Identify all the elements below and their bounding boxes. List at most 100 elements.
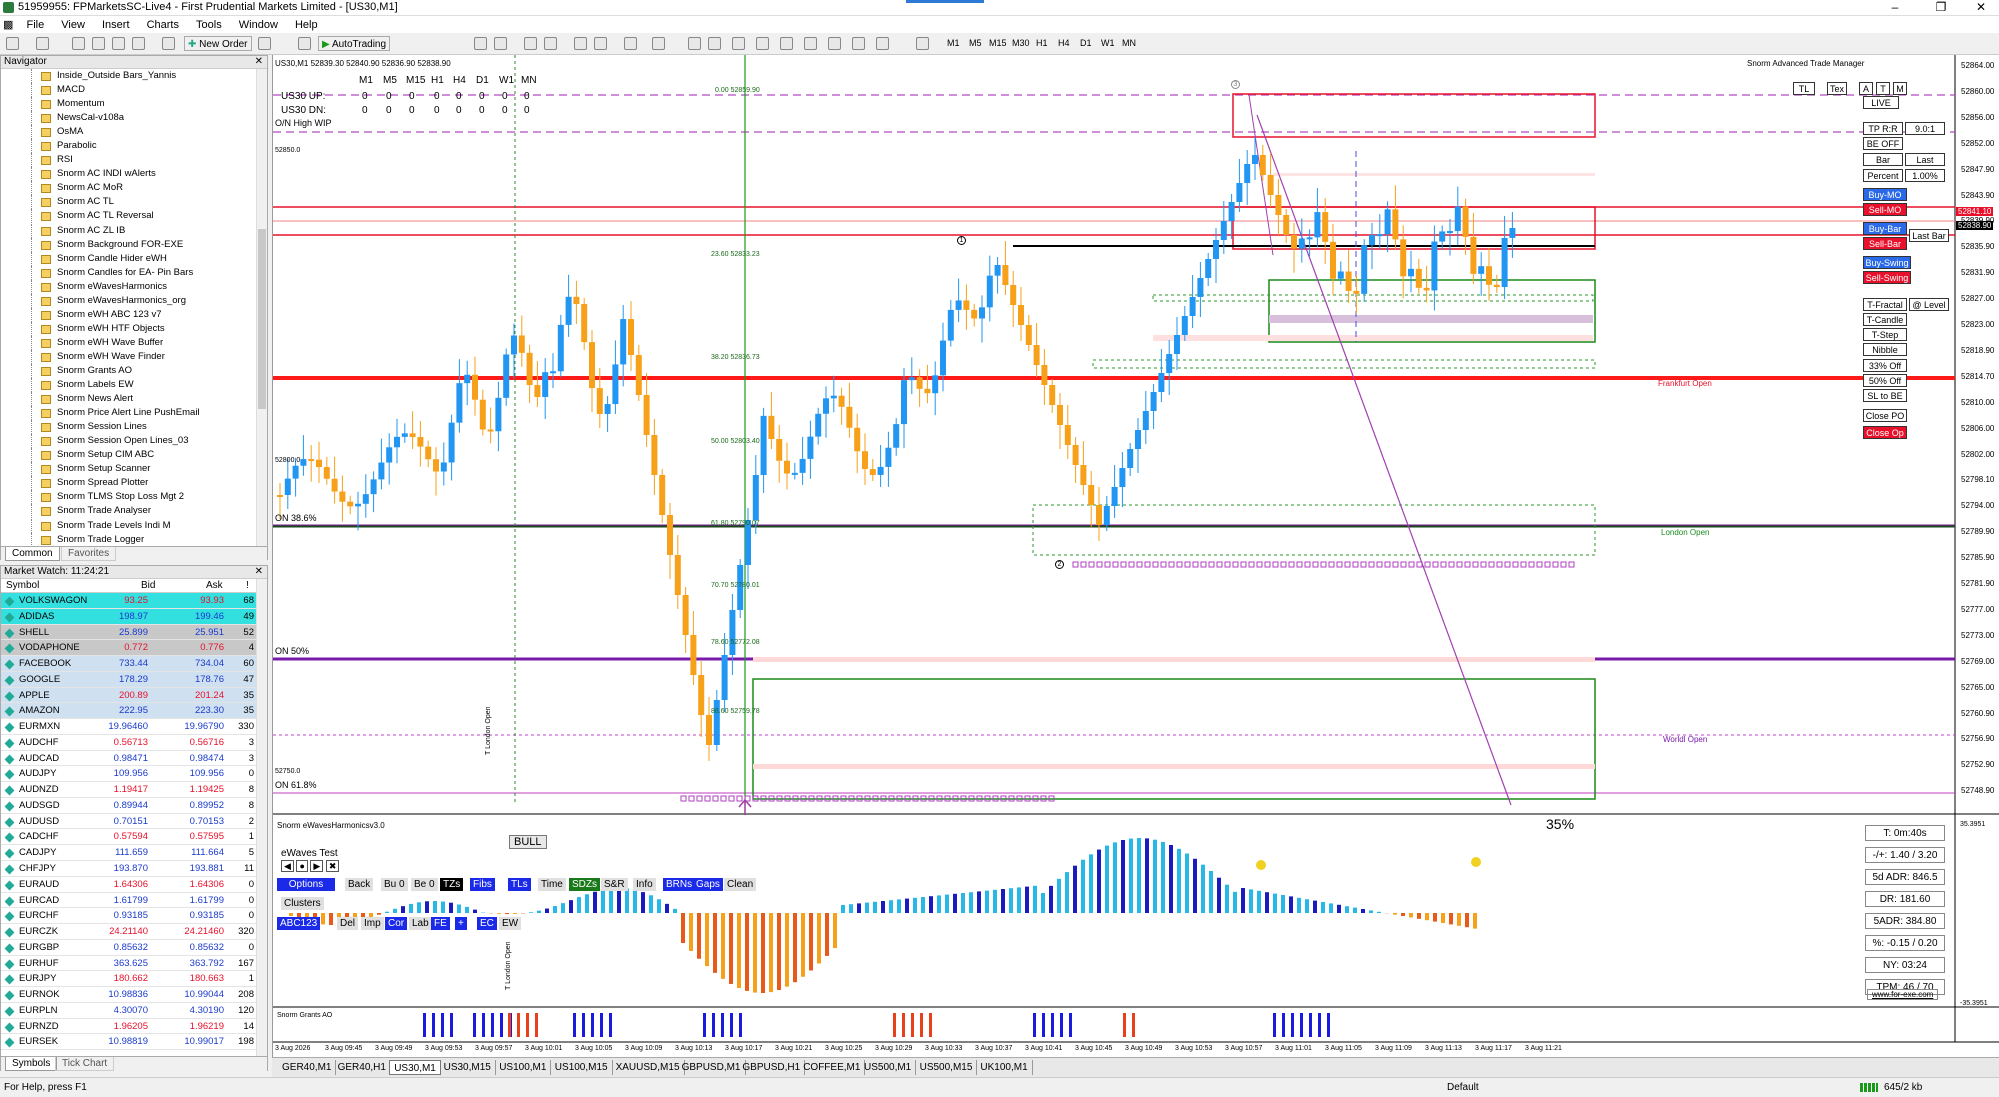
navigator-item[interactable]: Snorm Price Alert Line PushEmail [1, 406, 257, 421]
col-ask[interactable]: Ask [206, 580, 223, 591]
ewaves-abc-button[interactable]: EC [477, 917, 497, 930]
market-watch-scrollbar[interactable] [256, 579, 267, 1056]
chart-tab[interactable]: GER40,M1 [278, 1060, 337, 1075]
market-watch-row[interactable]: APPLE 200.89 201.24 35 [1, 687, 257, 704]
tf-m15[interactable]: M15 [989, 38, 1007, 48]
ewaves-button[interactable]: Time [538, 878, 566, 891]
market-watch-row[interactable]: EURCAD 1.61799 1.61799 0 [1, 892, 257, 909]
t-step-button[interactable]: T-Step [1863, 328, 1907, 341]
ewaves-abc-button[interactable]: Imp [361, 917, 384, 930]
close-po-button[interactable]: Close PO [1863, 409, 1907, 422]
market-watch-row[interactable]: EURCZK 24.21140 24.21460 320 [1, 924, 257, 940]
navigator-item[interactable]: Snorm TLMS Stop Loss Mgt 2 [1, 490, 257, 505]
terminal-icon[interactable] [132, 37, 145, 50]
market-watch-row[interactable]: EURJPY 180.662 180.663 1 [1, 971, 257, 988]
navigator-item[interactable]: Snorm eWavesHarmonics_org [1, 293, 257, 308]
for-exe-link[interactable]: www.for-exe.com [1867, 989, 1939, 1000]
navigator-scroll-thumb[interactable] [258, 229, 266, 409]
chart-tab[interactable]: UK100,M1 [976, 1060, 1033, 1075]
fibo-icon[interactable] [828, 37, 841, 50]
navigator-item[interactable]: Momentum [1, 97, 257, 112]
ewaves-delete-icon[interactable]: ✖ [325, 860, 340, 872]
ewaves-button[interactable]: Options [277, 878, 335, 891]
navigator-item[interactable]: Snorm Labels EW [1, 378, 257, 393]
ewaves-button[interactable]: BRNs [663, 878, 696, 891]
market-watch-row[interactable]: EURMXN 19.96460 19.96790 330 [1, 719, 257, 735]
market-watch-row[interactable]: EURNZD 1.96205 1.96219 14 [1, 1018, 257, 1035]
ewaves-button[interactable]: Info [633, 878, 656, 891]
percent-value-field[interactable]: 1.00% [1905, 169, 1945, 182]
tf-m1[interactable]: M1 [947, 38, 960, 48]
col-bid[interactable]: Bid [141, 580, 156, 591]
new-chart-icon[interactable] [6, 37, 19, 50]
menu-charts[interactable]: Charts [146, 19, 179, 31]
navigator-item[interactable]: Snorm Session Open Lines_03 [1, 434, 257, 449]
templates-icon[interactable] [652, 37, 665, 50]
market-watch-row[interactable]: AUDJPY 109.956 109.956 0 [1, 766, 257, 783]
autoscroll-icon[interactable] [574, 37, 587, 50]
last-bar-button[interactable]: Last Bar [1909, 229, 1949, 242]
cursor-icon[interactable] [688, 37, 701, 50]
clusters-button[interactable]: Clusters [281, 897, 324, 910]
chart-tab[interactable]: GBPUSD,M1 [678, 1060, 746, 1075]
tab-symbols[interactable]: Symbols [5, 1057, 58, 1071]
navigator-item[interactable]: Inside_Outside Bars_Yannis [1, 69, 257, 83]
ewaves-button[interactable]: TLs [508, 878, 531, 891]
menu-help[interactable]: Help [294, 19, 318, 31]
col-spread[interactable]: ! [246, 580, 249, 591]
tp-value-field[interactable]: 9.0:1 [1905, 122, 1945, 135]
chart-tab[interactable]: GER40,H1 [334, 1060, 391, 1075]
minimize-icon[interactable]: – [1891, 0, 1899, 14]
arrows-icon[interactable] [916, 37, 929, 50]
label-icon[interactable] [876, 37, 889, 50]
be-off-button[interactable]: BE OFF [1863, 137, 1903, 150]
channel-icon[interactable] [804, 37, 817, 50]
navigator-item[interactable]: Snorm eWH Wave Buffer [1, 335, 257, 350]
ewaves-abc-button[interactable]: Lab [409, 917, 432, 930]
off33-button[interactable]: 33% Off [1863, 359, 1907, 372]
chart-bars-icon[interactable] [298, 37, 311, 50]
navigator-item[interactable]: Snorm eWavesHarmonics [1, 279, 257, 294]
ewaves-abc-button[interactable]: + [455, 917, 467, 930]
navigator-item[interactable]: Snorm Setup Scanner [1, 462, 257, 477]
a-button[interactable]: A [1859, 82, 1873, 95]
tab-favorites[interactable]: Favorites [61, 547, 117, 561]
market-watch-row[interactable]: VODAPHONE 0.772 0.776 4 [1, 640, 257, 657]
navigator-item[interactable]: Snorm Grants AO [1, 363, 257, 378]
navigator-item[interactable]: Snorm Trade Levels Indi M [1, 518, 257, 533]
data-window-icon[interactable] [92, 37, 105, 50]
at-level-button[interactable]: @ Level [1909, 298, 1949, 311]
crosshair-icon[interactable] [708, 37, 721, 50]
market-watch-row[interactable]: AUDCAD 0.98471 0.98474 3 [1, 750, 257, 767]
market-watch-row[interactable]: EURPLN 4.30070 4.30190 120 [1, 1002, 257, 1019]
chart-tab[interactable]: US30,M15 [440, 1060, 496, 1075]
market-watch-row[interactable]: VOLKSWAGON 93.25 93.93 68 [1, 593, 257, 609]
chart-tab[interactable]: GBPUSD,H1 [738, 1060, 806, 1075]
navigator-item[interactable]: Snorm Candle Hider eWH [1, 251, 257, 266]
navigator-item[interactable]: Snorm News Alert [1, 392, 257, 407]
last-button[interactable]: Last [1905, 153, 1945, 166]
ewaves-button[interactable]: Clean [724, 878, 757, 891]
navigator-item[interactable]: Snorm AC TL Reversal [1, 209, 257, 224]
navigator-item[interactable]: Snorm eWH HTF Objects [1, 321, 257, 336]
navigator-item[interactable]: Snorm eWH ABC 123 v7 [1, 307, 257, 322]
chart-shift-icon[interactable] [544, 37, 557, 50]
ewaves-abc-button[interactable]: Cor [385, 917, 408, 930]
ewaves-button[interactable]: Bu 0 [381, 878, 408, 891]
buy-bar-button[interactable]: Buy-Bar [1863, 222, 1907, 235]
live-button[interactable]: LIVE [1863, 96, 1899, 109]
ewaves-button[interactable]: TZs [440, 878, 464, 891]
market-watch-row[interactable]: ADIDAS 198.97 199.46 49 [1, 608, 257, 625]
menu-window[interactable]: Window [238, 19, 278, 31]
navigator-close-icon[interactable]: ✕ [254, 56, 263, 67]
navigator-scrollbar[interactable] [256, 69, 267, 546]
ewaves-prev-icon[interactable]: ◀ [281, 860, 294, 872]
market-watch-row[interactable]: AUDSGD 0.89944 0.89952 8 [1, 797, 257, 814]
market-watch-row[interactable]: EURSEK 10.98819 10.99017 198 [1, 1034, 257, 1051]
navigator-item[interactable]: Snorm AC INDI wAlerts [1, 167, 257, 182]
market-watch-row[interactable]: AUDNZD 1.19417 1.19425 8 [1, 782, 257, 798]
new-order-button[interactable]: ✚ New Order [184, 36, 252, 51]
ewaves-button[interactable]: SDZs [569, 878, 600, 891]
percent-button[interactable]: Percent [1863, 169, 1903, 182]
navigator-item[interactable]: OsMA [1, 125, 257, 140]
